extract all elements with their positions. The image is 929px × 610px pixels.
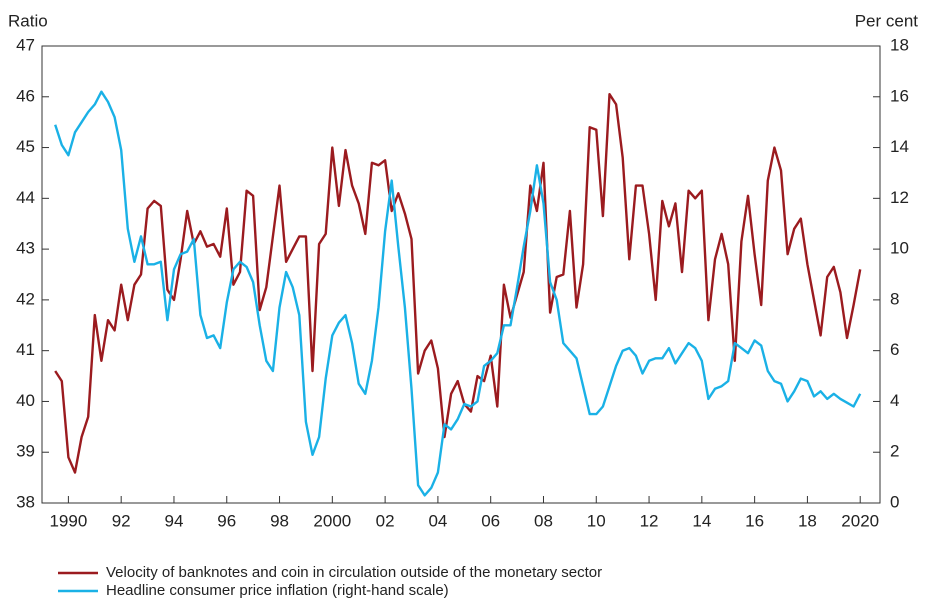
y-tick-label: 39 [16,442,35,461]
y-tick-label: 40 [16,391,35,410]
x-tick-label: 98 [270,511,289,530]
x-tick-label: 1990 [49,511,87,530]
legend-label: Velocity of banknotes and coin in circul… [106,564,602,581]
y2-axis-label: Per cent [855,11,919,30]
x-tick-label: 10 [587,511,606,530]
x-tick-label: 12 [640,511,659,530]
y2-tick-label: 12 [890,188,909,207]
y-tick-label: 41 [16,340,35,359]
x-tick-label: 02 [376,511,395,530]
y-tick-label: 38 [16,492,35,511]
plot-frame [41,45,881,504]
y-tick-label: 47 [16,35,35,54]
x-tick-label: 2020 [841,511,879,530]
x-tick-label: 2000 [313,511,351,530]
y-tick-label: 45 [16,137,35,156]
x-tick-label: 18 [798,511,817,530]
x-tick-label: 92 [112,511,131,530]
y2-tick-label: 0 [890,492,899,511]
series-line [54,93,862,474]
y2-tick-label: 18 [890,35,909,54]
y-tick-label: 43 [16,239,35,258]
y-tick-label: 46 [16,86,35,105]
x-tick-label: 06 [481,511,500,530]
y-tick-label: 42 [16,289,35,308]
y2-tick-label: 16 [890,86,909,105]
series-line [54,90,862,497]
y2-tick-label: 14 [890,137,909,156]
y2-tick-label: 10 [890,239,909,258]
y2-tick-label: 2 [890,442,899,461]
y-axis-label: Ratio [8,11,48,30]
y2-tick-label: 8 [890,289,899,308]
x-tick-label: 94 [165,511,184,530]
y2-tick-label: 4 [890,391,899,410]
x-tick-label: 04 [428,511,447,530]
legend-label: Headline consumer price inflation (right… [106,582,449,599]
x-tick-label: 16 [745,511,764,530]
x-tick-label: 08 [534,511,553,530]
y2-tick-label: 6 [890,340,899,359]
x-tick-label: 96 [217,511,236,530]
y-tick-label: 44 [16,188,35,207]
x-tick-label: 14 [692,511,711,530]
